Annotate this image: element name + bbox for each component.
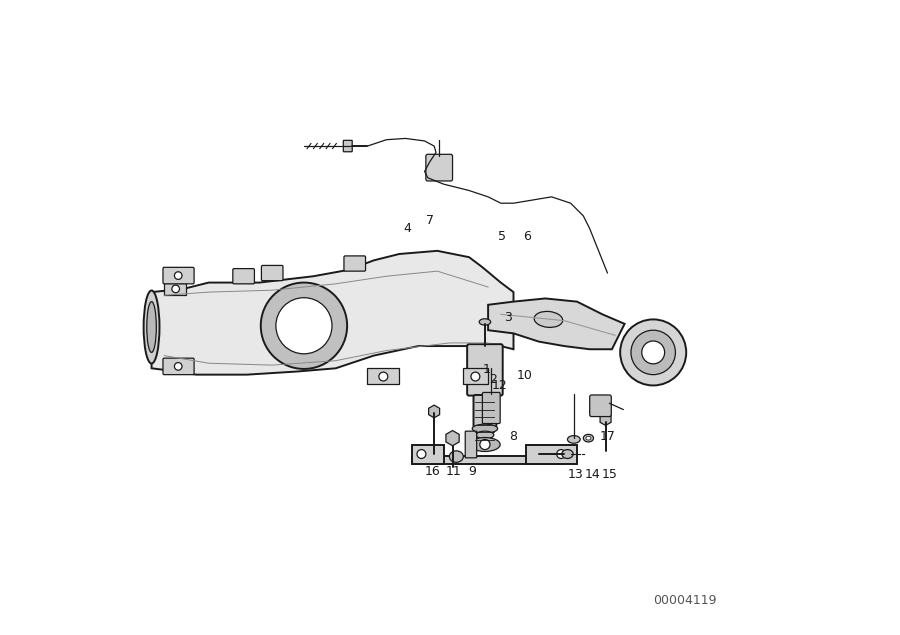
Circle shape (620, 319, 686, 385)
Text: 11: 11 (446, 465, 461, 478)
FancyBboxPatch shape (163, 358, 194, 375)
Text: 1: 1 (483, 363, 490, 376)
Polygon shape (526, 444, 577, 464)
Circle shape (631, 330, 675, 375)
Text: 9: 9 (468, 465, 476, 478)
FancyBboxPatch shape (261, 265, 283, 281)
Circle shape (480, 439, 490, 450)
FancyBboxPatch shape (426, 154, 453, 181)
FancyBboxPatch shape (233, 269, 255, 284)
Circle shape (175, 272, 182, 279)
Polygon shape (488, 298, 625, 349)
Circle shape (379, 372, 388, 381)
FancyBboxPatch shape (344, 256, 365, 271)
Circle shape (642, 341, 664, 364)
Polygon shape (446, 431, 459, 446)
Text: 7: 7 (426, 214, 434, 227)
Polygon shape (164, 283, 186, 295)
FancyBboxPatch shape (343, 140, 352, 152)
Ellipse shape (470, 438, 500, 451)
Text: 10: 10 (517, 370, 533, 382)
FancyBboxPatch shape (590, 395, 611, 417)
Ellipse shape (583, 434, 593, 442)
FancyBboxPatch shape (482, 392, 500, 424)
Text: 00004119: 00004119 (653, 594, 716, 606)
Ellipse shape (472, 424, 498, 433)
Polygon shape (412, 456, 564, 464)
Text: 12: 12 (491, 379, 508, 392)
Polygon shape (600, 413, 611, 425)
Circle shape (172, 285, 179, 293)
Text: 2: 2 (490, 373, 497, 386)
Polygon shape (412, 444, 444, 464)
Text: 16: 16 (425, 465, 441, 478)
Text: 4: 4 (403, 222, 411, 235)
Text: 14: 14 (585, 469, 601, 481)
Ellipse shape (476, 431, 494, 439)
Text: 15: 15 (602, 469, 618, 481)
FancyBboxPatch shape (163, 267, 194, 284)
Ellipse shape (144, 291, 159, 363)
Text: 3: 3 (505, 311, 512, 324)
Polygon shape (367, 368, 400, 384)
Circle shape (276, 298, 332, 354)
Text: 6: 6 (524, 230, 531, 243)
Text: 5: 5 (498, 230, 506, 243)
Ellipse shape (568, 436, 580, 443)
FancyBboxPatch shape (473, 395, 497, 427)
Ellipse shape (586, 436, 591, 440)
Circle shape (175, 363, 182, 370)
Circle shape (471, 372, 480, 381)
Text: 8: 8 (509, 430, 518, 443)
Ellipse shape (479, 319, 490, 325)
Ellipse shape (535, 311, 562, 328)
Ellipse shape (449, 451, 464, 462)
Polygon shape (428, 405, 439, 418)
Ellipse shape (147, 302, 157, 352)
FancyBboxPatch shape (465, 431, 477, 458)
Circle shape (261, 283, 347, 369)
Circle shape (557, 450, 565, 458)
Polygon shape (463, 368, 488, 384)
Ellipse shape (562, 450, 573, 458)
FancyBboxPatch shape (467, 344, 503, 396)
Circle shape (417, 450, 426, 458)
Polygon shape (151, 251, 514, 375)
Text: 17: 17 (599, 430, 616, 443)
Text: 13: 13 (568, 469, 583, 481)
